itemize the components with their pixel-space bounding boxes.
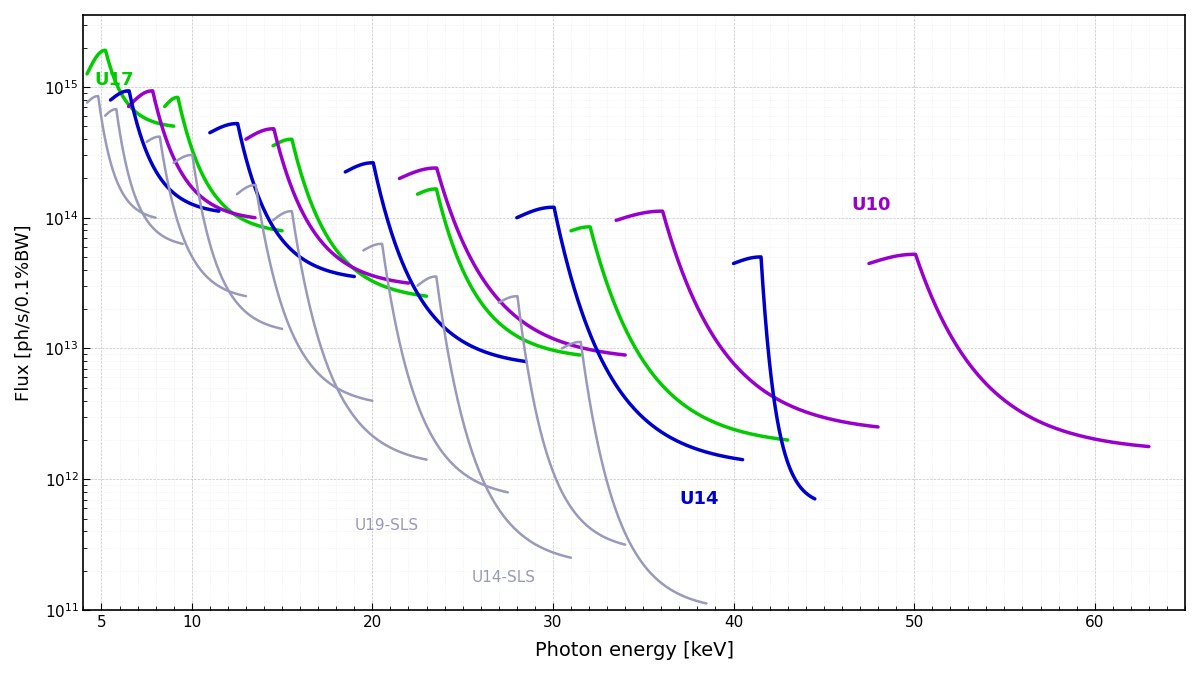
Text: U17: U17 (95, 72, 133, 89)
Text: U14-SLS: U14-SLS (472, 570, 535, 585)
Text: U14: U14 (679, 490, 719, 508)
Text: U19-SLS: U19-SLS (354, 518, 419, 533)
X-axis label: Photon energy [keV]: Photon energy [keV] (535, 641, 733, 660)
Y-axis label: Flux [ph/s/0.1%BW]: Flux [ph/s/0.1%BW] (14, 224, 34, 401)
Text: U10: U10 (851, 196, 890, 213)
